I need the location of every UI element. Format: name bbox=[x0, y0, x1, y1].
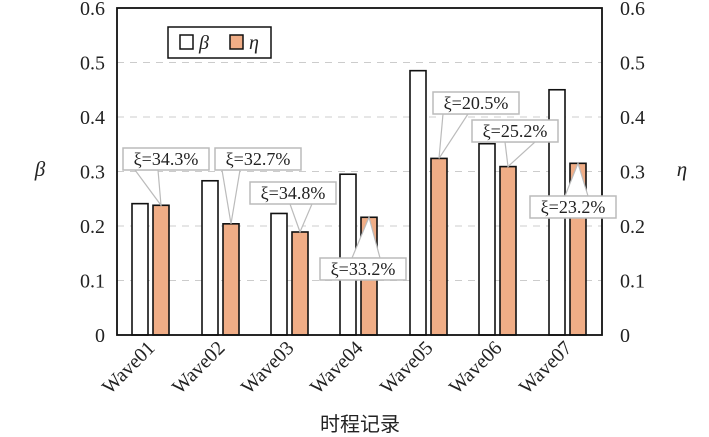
bar-beta bbox=[131, 202, 149, 336]
legend-label: β bbox=[198, 32, 209, 54]
y-tick-label-left: 0 bbox=[95, 325, 105, 347]
annotation-label: ξ=23.2% bbox=[541, 197, 606, 217]
x-tick-label: Wave07 bbox=[515, 337, 577, 399]
y-tick-label-left: 0.1 bbox=[80, 271, 105, 293]
x-tick-label: Wave02 bbox=[168, 337, 230, 399]
bar-eta bbox=[222, 223, 240, 336]
bar-eta bbox=[499, 165, 517, 336]
x-tick-label: Wave03 bbox=[237, 337, 299, 399]
x-axis-title: 时程记录 bbox=[320, 413, 400, 436]
annotation-box bbox=[319, 257, 407, 281]
bar-eta bbox=[152, 204, 170, 336]
annotation-pointer bbox=[438, 113, 470, 159]
bar-beta bbox=[201, 179, 219, 336]
annotation-box bbox=[471, 119, 559, 143]
y-axis-title-left: β bbox=[34, 157, 46, 181]
annotation-pointer bbox=[289, 203, 313, 234]
y-tick-label-right: 0 bbox=[620, 325, 630, 347]
y-tick-label-right: 0.2 bbox=[620, 216, 645, 238]
y-tick-label-left: 0.3 bbox=[80, 162, 105, 184]
y-tick-label-left: 0.2 bbox=[80, 216, 105, 238]
legend-label: η bbox=[249, 32, 259, 54]
annotation-label: ξ=34.8% bbox=[261, 183, 326, 203]
annotation-label: ξ=34.3% bbox=[134, 149, 199, 169]
annotation-label: ξ=32.7% bbox=[226, 149, 291, 169]
annotation-label: ξ=25.2% bbox=[483, 121, 548, 141]
x-tick-label: Wave04 bbox=[306, 337, 368, 399]
y-tick-label-left: 0.6 bbox=[80, 0, 105, 20]
annotation-label: ξ=20.5% bbox=[444, 93, 509, 113]
annotation-box bbox=[214, 147, 302, 171]
y-tick-label-right: 0.6 bbox=[620, 0, 645, 20]
x-tick-label: Wave06 bbox=[445, 337, 507, 399]
x-tick-label: Wave01 bbox=[98, 337, 160, 399]
bar-eta bbox=[430, 157, 448, 336]
y-axis-title-right: η bbox=[677, 157, 687, 181]
bar-beta bbox=[478, 142, 496, 336]
y-tick-label-right: 0.4 bbox=[620, 107, 645, 129]
x-tick-label: Wave05 bbox=[376, 337, 438, 399]
legend-swatch bbox=[229, 34, 244, 50]
y-tick-label-right: 0.5 bbox=[620, 53, 645, 75]
plot-frame bbox=[116, 7, 603, 336]
y-tick-label-right: 0.1 bbox=[620, 271, 645, 293]
bar-eta bbox=[291, 231, 309, 336]
annotation-label: ξ=33.2% bbox=[331, 259, 396, 279]
annotation-box bbox=[529, 195, 617, 219]
annotation-box bbox=[249, 181, 337, 205]
annotation-pointer bbox=[504, 141, 537, 168]
annotation-pointer bbox=[221, 169, 241, 224]
annotation-box bbox=[432, 91, 520, 115]
y-tick-label-left: 0.4 bbox=[80, 107, 105, 129]
y-tick-label-left: 0.5 bbox=[80, 53, 105, 75]
legend-swatch bbox=[179, 34, 194, 50]
y-tick-label-right: 0.3 bbox=[620, 162, 645, 184]
annotation-pointer bbox=[133, 169, 162, 208]
annotation-box bbox=[122, 147, 210, 171]
bar-beta bbox=[409, 69, 427, 336]
bar-beta bbox=[270, 212, 288, 336]
